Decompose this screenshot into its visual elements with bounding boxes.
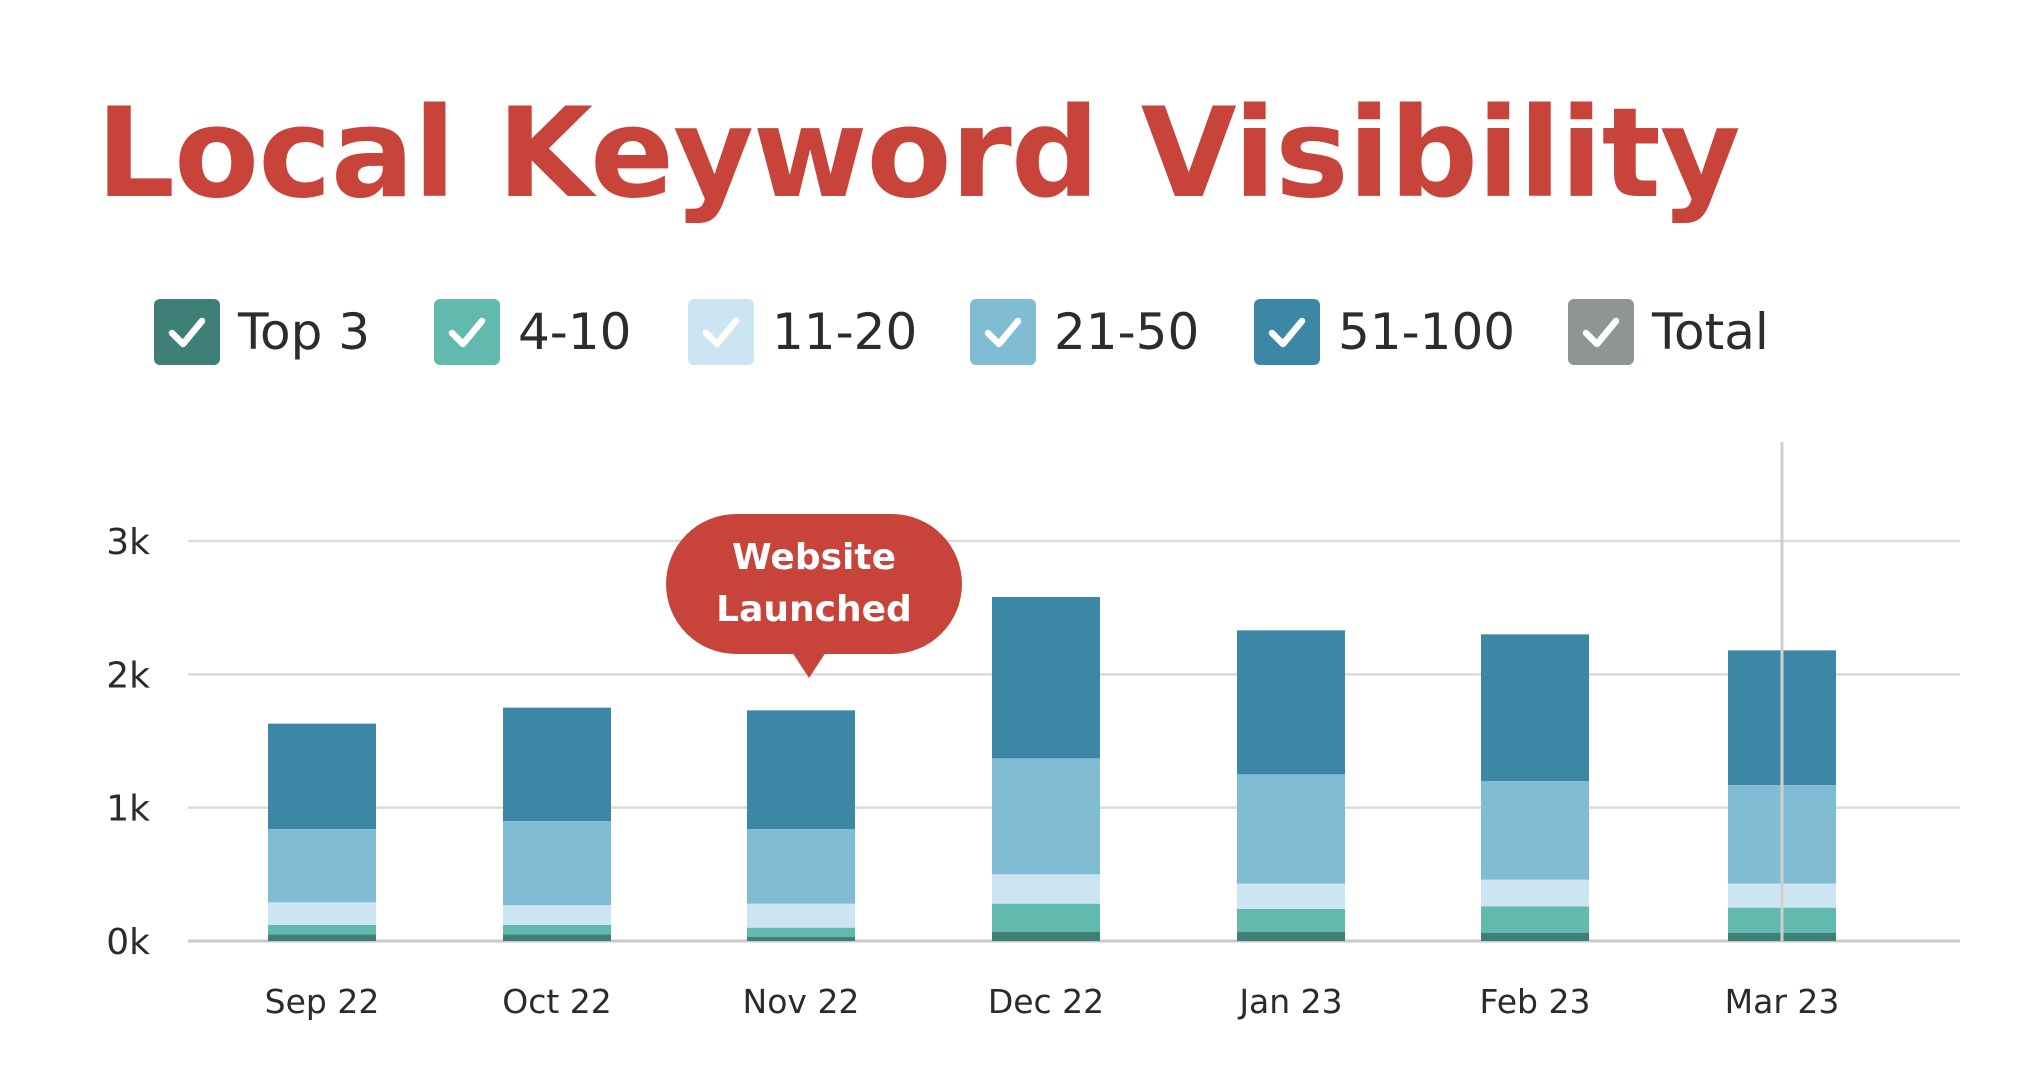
legend-label: 51-100 xyxy=(1338,303,1516,361)
bar-segment-top-3 xyxy=(1237,931,1345,941)
bar-segment-top-3 xyxy=(992,931,1100,941)
bar-segment-21-50 xyxy=(503,821,611,905)
bar-segment-11-20 xyxy=(747,903,855,928)
bar-segment-top-3 xyxy=(1481,933,1589,941)
x-tick-label: Mar 23 xyxy=(1725,982,1840,1021)
legend-label: 21-50 xyxy=(1054,303,1200,361)
bar-segment-21-50 xyxy=(747,829,855,904)
bar-segment-21-50 xyxy=(1481,781,1589,880)
bar-segment-51-100 xyxy=(268,723,376,829)
x-tick-label: Feb 23 xyxy=(1480,982,1591,1021)
x-tick-label: Jan 23 xyxy=(1237,982,1342,1021)
checkbox-check-icon[interactable] xyxy=(688,299,754,365)
y-tick-label: 3k xyxy=(106,522,150,563)
bar-segment-top-3 xyxy=(268,934,376,941)
x-tick-label: Nov 22 xyxy=(743,982,860,1021)
checkbox-check-icon[interactable] xyxy=(434,299,500,365)
bar-segment-4-10 xyxy=(503,925,611,935)
bar-segment-21-50 xyxy=(992,758,1100,875)
bars xyxy=(268,597,1836,941)
x-tick-label: Dec 22 xyxy=(988,982,1104,1021)
bar-segment-11-20 xyxy=(268,902,376,925)
checkbox-check-icon[interactable] xyxy=(154,299,220,365)
chart: 0k 1k 2k 3k Sep 22 Oct 22 Nov 22 Dec 22 Jan 23 Fe… xyxy=(106,442,1960,1021)
legend-item-21-50[interactable]: 21-50 xyxy=(970,296,1199,368)
checkbox-check-icon[interactable] xyxy=(1568,299,1634,365)
bar-segment-11-20 xyxy=(1481,879,1589,907)
legend-item-top-3[interactable]: Top 3 xyxy=(154,296,370,368)
legend-label: Top 3 xyxy=(238,303,371,361)
bar-segment-4-10 xyxy=(1481,906,1589,933)
bar-segment-4-10 xyxy=(992,903,1100,932)
legend-item-51-100[interactable]: 51-100 xyxy=(1254,296,1515,368)
bar-segment-21-50 xyxy=(268,829,376,903)
bar-segment-51-100 xyxy=(1237,630,1345,775)
bar-segment-51-100 xyxy=(992,597,1100,759)
bar-segment-4-10 xyxy=(1237,909,1345,932)
y-tick-label: 2k xyxy=(106,655,150,696)
legend-label: 4-10 xyxy=(518,303,632,361)
bar-segment-21-50 xyxy=(1237,774,1345,884)
y-tick-label: 1k xyxy=(106,789,150,830)
checkbox-check-icon[interactable] xyxy=(1254,299,1320,365)
legend-item-4-10[interactable]: 4-10 xyxy=(434,296,631,368)
legend-item-11-20[interactable]: 11-20 xyxy=(688,296,917,368)
legend-label: Total xyxy=(1652,303,1769,361)
axis-labels: 0k 1k 2k 3k Sep 22 Oct 22 Nov 22 Dec 22 Jan 23 Fe… xyxy=(106,522,1839,1021)
bar-segment-51-100 xyxy=(503,707,611,821)
legend: Top 3 4-10 11-20 21-50 51-100 Total xyxy=(154,296,1974,368)
bar-segment-11-20 xyxy=(503,905,611,925)
page-title: Local Keyword Visibility xyxy=(96,82,1741,226)
annotation-text: Website Launched xyxy=(716,537,912,630)
bar-segment-11-20 xyxy=(992,874,1100,904)
bar-segment-top-3 xyxy=(503,934,611,941)
bar-segment-top-3 xyxy=(747,937,855,941)
bar-segment-4-10 xyxy=(747,927,855,937)
legend-label: 11-20 xyxy=(772,303,918,361)
x-tick-label: Oct 22 xyxy=(502,982,612,1021)
bar-segment-51-100 xyxy=(747,710,855,829)
checkbox-check-icon[interactable] xyxy=(970,299,1036,365)
bar-segment-51-100 xyxy=(1481,634,1589,781)
x-tick-label: Sep 22 xyxy=(265,982,380,1021)
annotation-pointer xyxy=(792,652,826,678)
bar-segment-11-20 xyxy=(1237,883,1345,909)
annotation-callout: Website Launched xyxy=(666,514,962,654)
legend-item-total[interactable]: Total xyxy=(1568,296,1769,368)
y-tick-label: 0k xyxy=(106,922,150,963)
bar-segment-4-10 xyxy=(268,925,376,935)
